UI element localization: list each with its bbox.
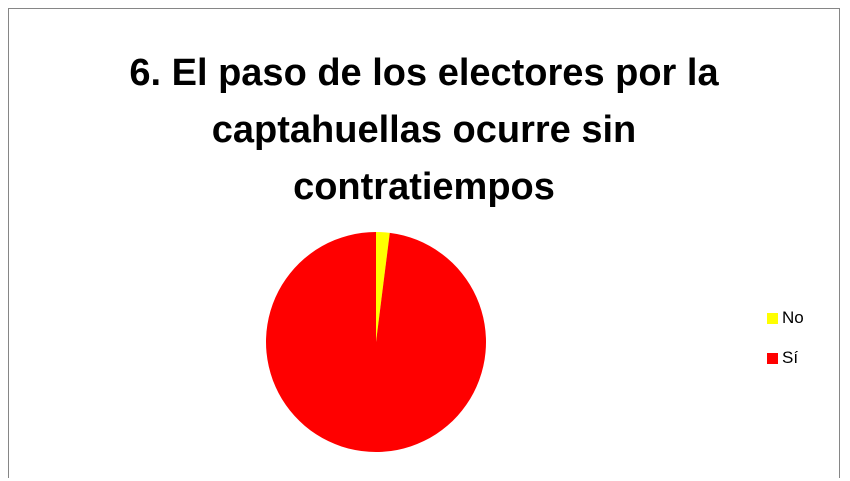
chart-title: 6. El paso de los electores por la capta… [9,45,839,216]
legend-swatch-si [767,352,778,364]
legend-item-si: Sí [767,348,837,368]
chart-title-line-2: captahuellas ocurre sin [211,109,637,151]
legend-label-si: Sí [782,348,799,367]
chart-legend: No Sí [767,308,837,388]
chart-title-line-3: contratiempos [293,166,555,208]
legend-item-no: No [767,308,837,328]
legend-swatch-no [767,312,778,324]
chart-title-line-1: 6. El paso de los electores por la [129,52,719,94]
pie-chart [266,232,487,452]
pie-slice-s- [266,232,487,452]
pie-slice-no [376,232,390,342]
legend-label-no: No [782,308,804,327]
